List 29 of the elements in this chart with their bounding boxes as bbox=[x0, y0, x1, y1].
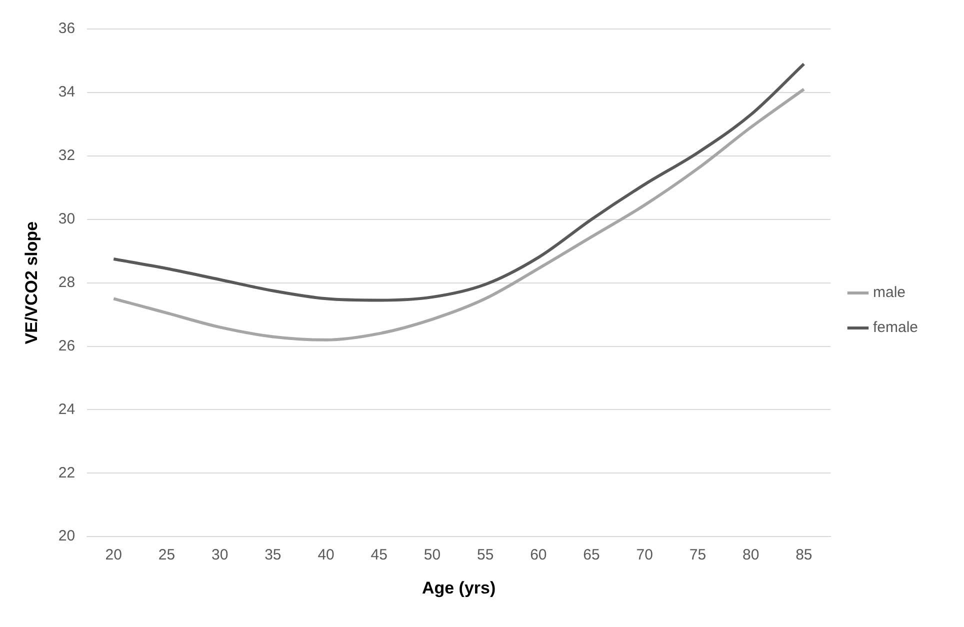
x-tick-label: 35 bbox=[264, 546, 282, 564]
x-tick-label: 55 bbox=[476, 546, 494, 564]
x-tick-label: 85 bbox=[796, 546, 812, 564]
y-tick-label: 32 bbox=[58, 147, 76, 164]
x-tick-label: 40 bbox=[318, 546, 334, 564]
y-axis-title: VE/VCO2 slope bbox=[22, 221, 41, 344]
x-axis-title: Age (yrs) bbox=[422, 578, 496, 598]
line-series bbox=[112, 88, 806, 342]
y-tick-label: 20 bbox=[58, 528, 76, 545]
y-tick-label: 24 bbox=[58, 400, 76, 418]
x-tick-label: 60 bbox=[530, 546, 547, 564]
x-tick-label: 45 bbox=[370, 546, 388, 564]
legend-label: male bbox=[872, 284, 906, 302]
line-series bbox=[112, 62, 806, 302]
x-tick-label: 80 bbox=[742, 546, 760, 564]
x-tick-label: 65 bbox=[583, 546, 600, 564]
y-tick-label: 26 bbox=[58, 337, 76, 354]
y-tick-label: 28 bbox=[58, 274, 76, 291]
x-tick-label: 75 bbox=[689, 546, 706, 564]
x-tick-label: 30 bbox=[211, 546, 228, 564]
y-tick-label: 36 bbox=[58, 20, 76, 38]
legend-label: female bbox=[872, 319, 918, 336]
x-tick-label: 25 bbox=[158, 546, 176, 564]
y-tick-label: 34 bbox=[58, 84, 76, 101]
y-tick-label: 22 bbox=[58, 464, 76, 482]
y-tick-label: 30 bbox=[58, 210, 76, 228]
x-tick-label: 70 bbox=[636, 546, 653, 564]
x-tick-label: 20 bbox=[105, 546, 122, 564]
x-tick-label: 50 bbox=[424, 546, 441, 564]
